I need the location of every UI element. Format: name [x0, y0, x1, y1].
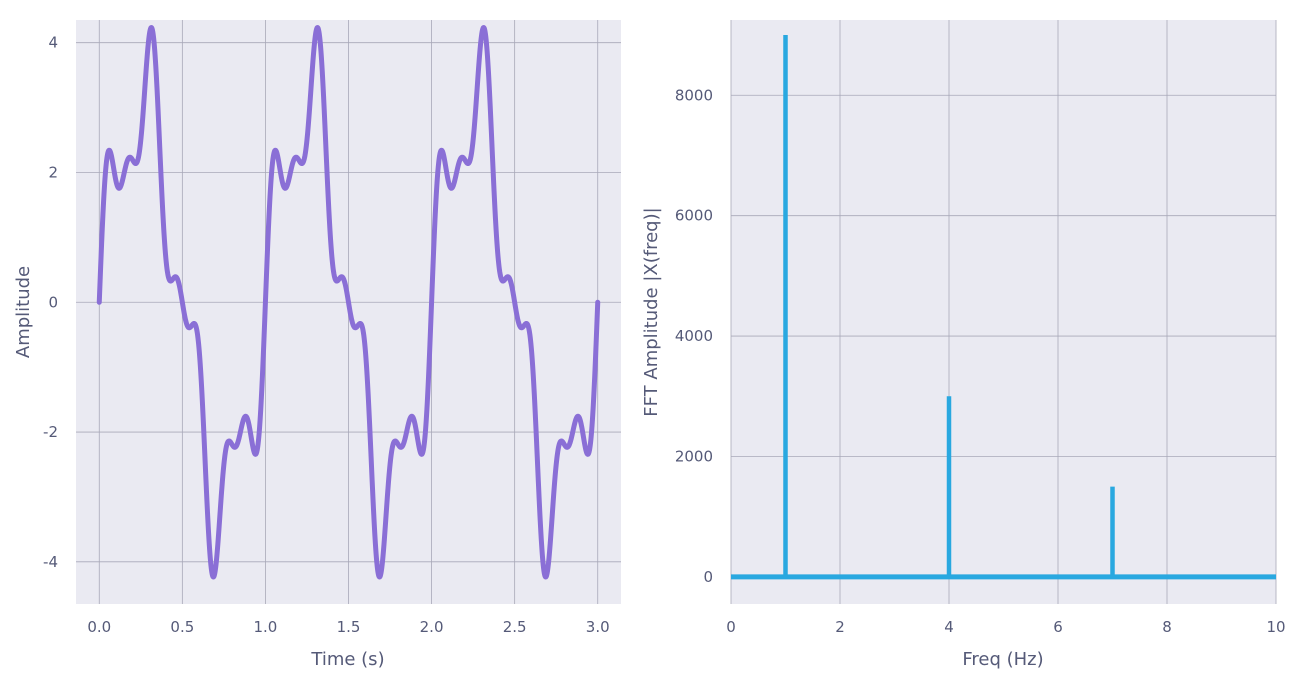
fft-x-tick-label: 10 [1266, 618, 1285, 636]
time-y-tick-label: 0 [48, 293, 58, 311]
fft-y-tick-label: 6000 [675, 207, 713, 225]
fft-x-tick-label: 0 [726, 618, 736, 636]
time-domain-chart: 0.0 0.5 1.0 1.5 2.0 2.5 3.0 4 2 0 -2 -4 Time (s) A… [13, 20, 621, 670]
time-y-ticks: 4 2 0 -2 -4 [43, 34, 58, 571]
time-y-label: Amplitude [13, 266, 34, 358]
fft-x-tick-label: 4 [944, 618, 954, 636]
fft-plot-area [731, 20, 1276, 604]
time-x-tick-label: 1.5 [337, 618, 361, 636]
time-y-tick-label: 2 [48, 163, 58, 181]
fft-x-ticks: 0 2 4 6 8 10 [726, 618, 1285, 636]
time-y-tick-label: 4 [48, 34, 58, 52]
fft-y-label: FFT Amplitude |X(freq)| [641, 207, 662, 416]
fft-y-ticks: 8000 6000 4000 2000 0 [675, 86, 713, 586]
time-x-tick-label: 1.0 [253, 618, 277, 636]
time-y-tick-label: -2 [43, 423, 58, 441]
time-y-tick-label: -4 [43, 553, 58, 571]
fft-x-tick-label: 6 [1053, 618, 1063, 636]
time-x-tick-label: 2.0 [420, 618, 444, 636]
fft-stems [783, 35, 1115, 577]
fft-x-label: Freq (Hz) [962, 649, 1043, 670]
time-x-tick-label: 0.5 [170, 618, 194, 636]
fft-y-tick-label: 4000 [675, 327, 713, 345]
time-x-tick-label: 0.0 [87, 618, 111, 636]
time-x-tick-label: 3.0 [586, 618, 610, 636]
time-x-label: Time (s) [310, 649, 384, 670]
fft-x-tick-label: 8 [1162, 618, 1172, 636]
fft-x-tick-label: 2 [835, 618, 845, 636]
fft-y-tick-label: 2000 [675, 447, 713, 465]
time-x-ticks: 0.0 0.5 1.0 1.5 2.0 2.5 3.0 [87, 618, 609, 636]
fft-y-tick-label: 8000 [675, 86, 713, 104]
time-x-tick-label: 2.5 [503, 618, 527, 636]
fft-y-tick-label: 0 [703, 568, 713, 586]
fft-chart: 0 2 4 6 8 10 8000 6000 4000 2000 0 Freq (Hz) FFT … [641, 20, 1286, 670]
signal-line [96, 25, 601, 580]
